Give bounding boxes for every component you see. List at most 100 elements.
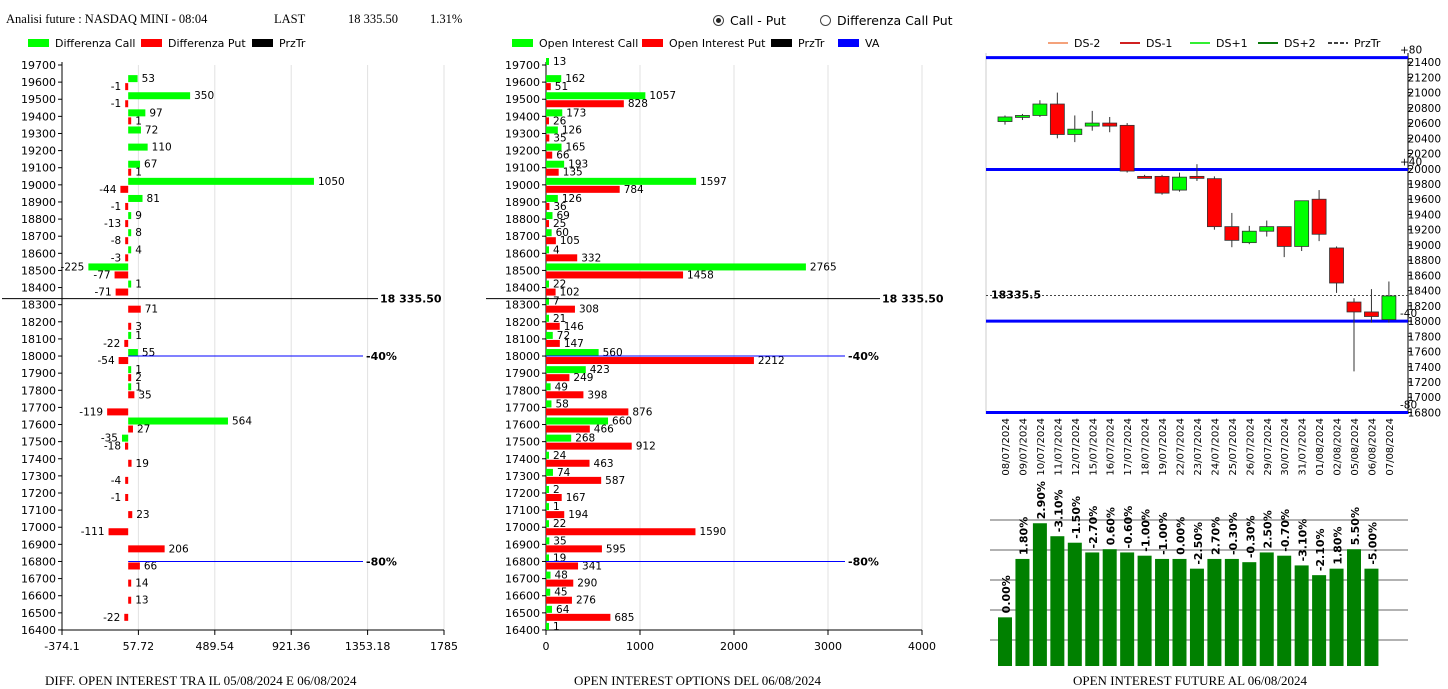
diff-strike-label: 18900 [21,196,56,209]
diff-strike-label: 17800 [21,384,56,397]
oi-legend-swatch [642,39,663,47]
diff-strike-label: 17700 [21,401,56,414]
candle-body [1189,175,1205,179]
oi-put-value: 290 [577,578,597,590]
oi-put-value: 66 [556,150,570,162]
oi-put-bar [546,254,578,262]
candle-date-label: 09/07/2024 [1018,418,1029,476]
oi-call-bar [546,417,609,425]
diff-put-value: -22 [103,338,120,350]
diff-put-bar [128,391,135,399]
diff-put-bar [128,425,133,433]
oi-call-bar [546,75,562,83]
diff-put-value: -54 [97,355,114,367]
diff-put-value: 71 [145,304,158,316]
candle-y-tick: 17800 [1408,331,1441,343]
oi-price-label: 18 335.50 [882,293,944,306]
diff-strike-label: 18200 [21,316,56,329]
oi-put-value: 463 [594,458,614,470]
diff-call-value: 1050 [318,176,345,188]
diff-put-bar [107,408,129,416]
oi-strike-label: 17600 [505,419,540,432]
candle-level-label: -40 [1400,308,1417,320]
oi-put-value: 26 [553,115,567,127]
oi-level-label: -40% [848,350,879,363]
diff-put-bar [128,596,132,604]
candle-date-label: 10/07/2024 [1036,418,1047,476]
diff-put-bar [120,185,129,193]
candle-y-tick: 18400 [1408,286,1441,298]
diff-put-bar [128,322,132,330]
diff-put-bar [124,613,129,621]
future-bar [1347,549,1361,666]
oi-put-bar [546,202,550,210]
oi-legend-label: PrzTr [798,37,825,50]
future-bar [1067,542,1082,666]
diff-strike-label: 16900 [21,538,56,551]
oi-put-value: 25 [553,218,566,230]
oi-call-value: 126 [562,193,582,205]
candle-body [1102,122,1118,127]
diff-strike-label: 17200 [21,487,56,500]
candle-legend-label: DS+1 [1216,37,1248,50]
diff-put-value: -1 [111,201,121,213]
diff-put-bar [118,357,129,365]
oi-call-value: 268 [575,433,595,445]
diff-put-bar [125,220,129,228]
diff-put-value: 35 [138,389,151,401]
candle-legend-label: DS+2 [1284,37,1316,50]
oi-put-value: 784 [624,184,644,196]
oi-call-value: 1057 [649,90,676,102]
future-bar [1259,552,1274,666]
diff-strike-label: 19700 [21,59,56,72]
oi-put-bar [546,117,549,125]
diff-strike-label: 19600 [21,76,56,89]
diff-call-value: 9 [135,210,142,222]
oi-strike-label: 17900 [505,367,540,380]
candle-body [1015,115,1030,118]
oi-call-value: 660 [612,416,632,428]
oi-call-bar [546,263,806,271]
radio-differenza-call-put[interactable]: Differenza Call Put [820,13,953,28]
oi-put-bar [546,562,579,570]
oi-strike-label: 17300 [505,470,540,483]
oi-call-bar [546,331,553,339]
diff-put-value: -4 [111,475,122,487]
future-bar [1224,558,1239,666]
diff-put-bar [125,237,129,245]
diff-call-bar [128,212,132,220]
diff-put-bar [125,254,129,262]
diff-call-value: 1 [135,364,142,376]
oi-strike-label: 19100 [505,162,540,175]
diff-put-bar [125,442,129,450]
diff-put-bar [128,459,132,467]
oi-call-bar [546,622,549,630]
oi-strike-label: 18700 [505,230,540,243]
diff-put-value: -119 [79,406,103,418]
candle-y-tick: 18000 [1408,316,1441,328]
oi-call-value: 24 [553,450,567,462]
oi-call-value: 48 [555,570,568,582]
diff-strike-label: 17000 [21,521,56,534]
candle-y-tick: 19600 [1408,194,1441,206]
oi-strike-label: 18000 [505,350,540,363]
future-bar [1032,523,1047,666]
candle-y-tick: 19400 [1408,209,1441,221]
diff-put-value: -44 [99,184,116,196]
oi-put-value: 398 [587,389,607,401]
diff-x-tick: 921.36 [272,640,311,653]
oi-x-tick: 2000 [720,640,748,653]
oi-strike-label: 18200 [505,316,540,329]
oi-call-value: 45 [554,587,567,599]
oi-legend-swatch [512,39,533,47]
diff-call-value: 350 [194,90,214,102]
diff-put-value: 14 [135,578,149,590]
diff-strike-label: 18600 [21,247,56,260]
diff-put-value: 23 [136,509,149,521]
diff-put-bar [128,117,132,125]
future-bar-label: 0.60% [1105,507,1118,545]
diff-put-value: -1 [111,81,121,93]
oi-strike-label: 19500 [505,93,540,106]
radio-call-put[interactable]: Call - Put [713,13,786,28]
diff-call-bar [128,109,146,117]
